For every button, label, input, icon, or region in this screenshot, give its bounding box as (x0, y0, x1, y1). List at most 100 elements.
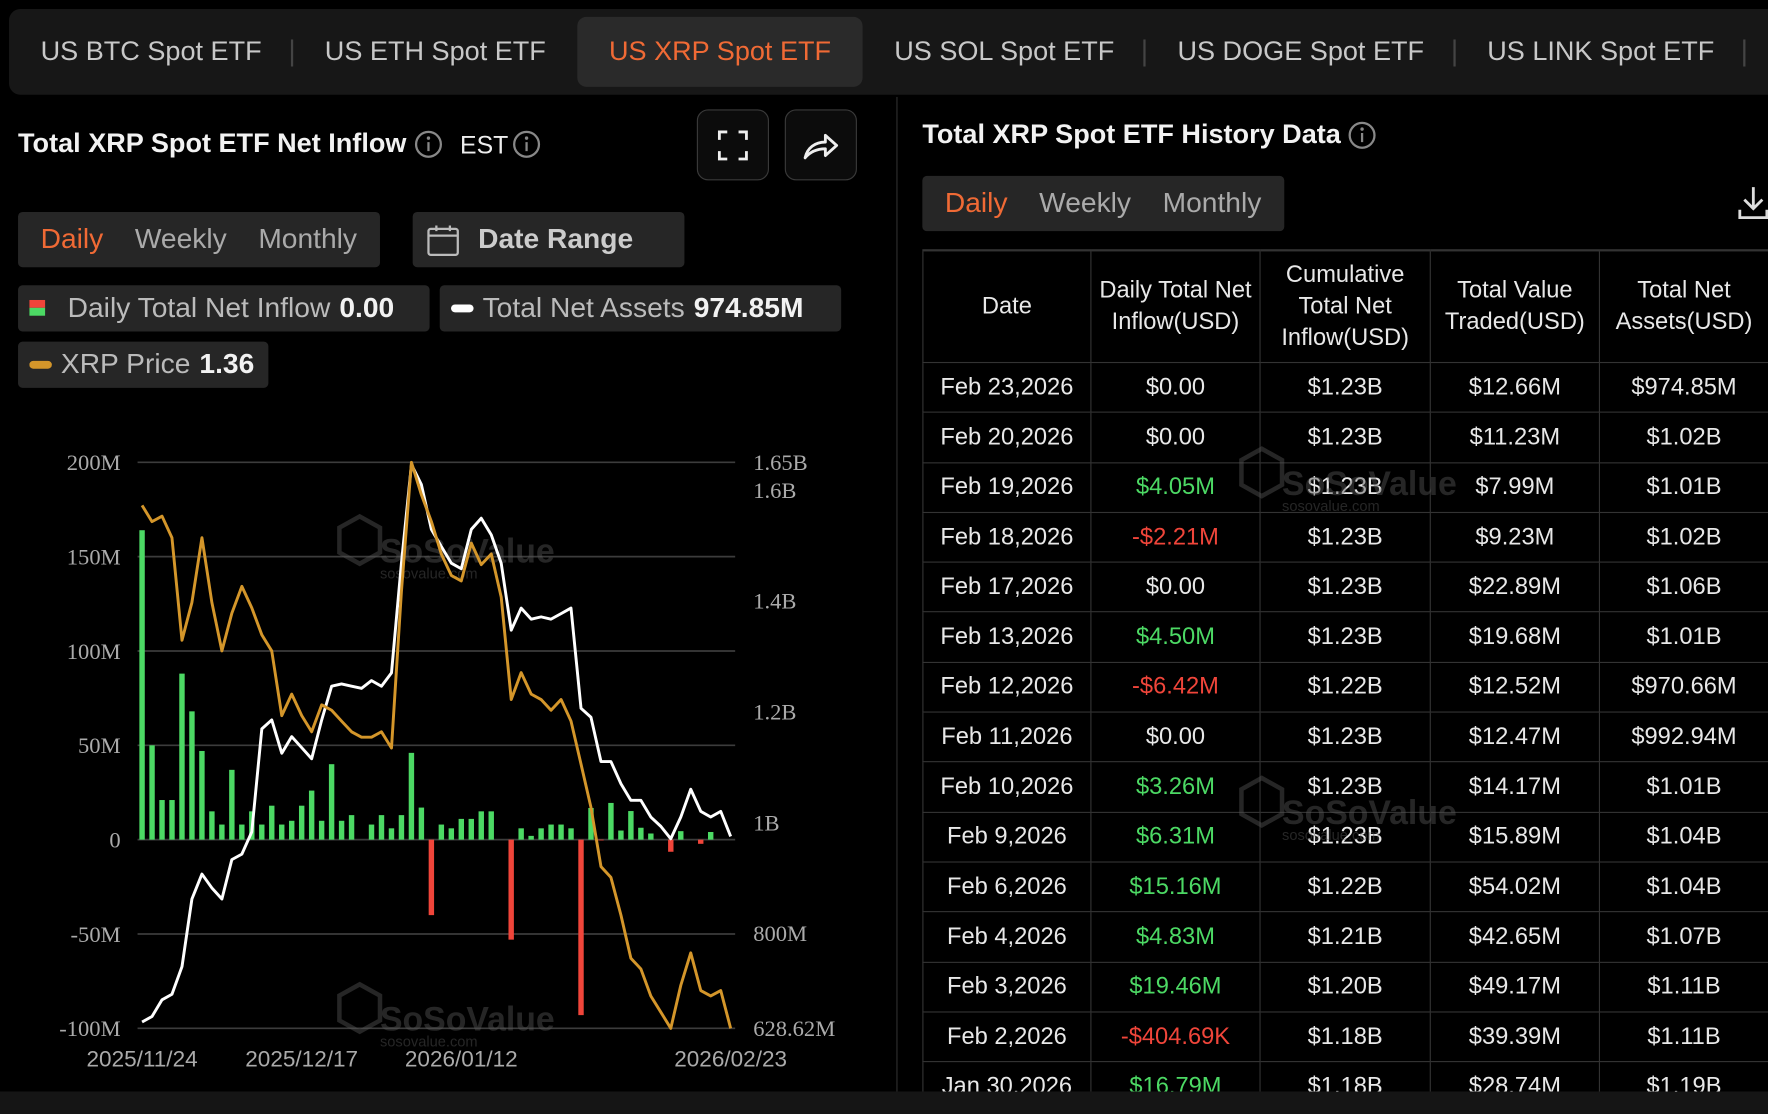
chart: -100M -50M 0 50M 100M 150M 200M 628.62M 800M 1B 1.… (59, 450, 835, 1072)
period-option[interactable]: Weekly (1039, 187, 1132, 219)
bar (298, 805, 305, 840)
table-cell: $1.04B (1598, 811, 1768, 863)
y2-tick-label: 628.62M (753, 1016, 835, 1041)
column-header: Daily Total Net Inflow(USD) (1090, 249, 1261, 364)
column-header: Total Net Assets(USD) (1598, 249, 1768, 364)
bar (259, 824, 265, 840)
legend-item[interactable]: XRP Price 1.36 (18, 341, 269, 388)
bar (408, 752, 415, 840)
y2-tick-label: 1.2B (753, 700, 796, 725)
y-tick-label: 200M (67, 450, 121, 475)
table-cell: $1.23B (1259, 411, 1431, 463)
bar (348, 815, 355, 840)
date-range-button[interactable]: Date Range (412, 211, 685, 268)
bar (229, 769, 235, 840)
chart-title: Total XRP Spot ETF Net Inflow (18, 128, 407, 159)
watermark: SoSoValue (380, 1001, 555, 1039)
bar (438, 824, 445, 840)
share-button[interactable] (784, 109, 857, 181)
y2-tick-label: 1.65B (753, 450, 808, 475)
line (140, 460, 733, 1030)
bar (398, 815, 405, 840)
table-title: Total XRP Spot ETF History Data (922, 119, 1341, 150)
tab[interactable]: US XRP Spot ETF (577, 16, 863, 87)
table-cell: -$2.21M (1090, 511, 1261, 563)
table-cell: Feb 17,2026 (922, 561, 1092, 613)
column-header: Date (922, 249, 1092, 364)
table-cell: Feb 10,2026 (922, 761, 1092, 813)
bar (149, 745, 155, 840)
period-option[interactable]: Daily (944, 187, 1008, 219)
fullscreen-button[interactable] (696, 109, 769, 181)
period-option[interactable]: Monthly (258, 223, 358, 255)
table-row: Feb 9,2026 $6.31M $1.23B $15.89M $1.04B (922, 811, 1768, 863)
bar (179, 673, 185, 840)
period-option[interactable]: Weekly (134, 223, 227, 255)
table-cell: Feb 6,2026 (922, 861, 1092, 913)
bar (338, 820, 345, 840)
table-cell: -$404.69K (1090, 1011, 1261, 1063)
table-cell: $1.11B (1598, 961, 1768, 1013)
table-cell: $12.66M (1429, 361, 1600, 414)
bar (219, 824, 225, 840)
table-cell: $1.11B (1598, 1011, 1768, 1063)
bar (707, 832, 714, 840)
table-row: Feb 2,2026 -$404.69K $1.18B $39.39M $1.11B (922, 1011, 1768, 1063)
bar (318, 820, 325, 840)
table-cell: $1.18B (1259, 1011, 1431, 1063)
info-icon[interactable] (512, 130, 541, 159)
bar (698, 839, 704, 844)
y-tick-label: 150M (67, 545, 121, 570)
table-cell: $4.50M (1090, 611, 1261, 663)
table-cell: $1.06B (1598, 561, 1768, 613)
tab[interactable]: US BTC Spot ETF (9, 17, 294, 87)
bar (239, 824, 245, 840)
tab[interactable]: US LINK Spot ETF (1456, 17, 1747, 87)
bar (378, 815, 385, 840)
table-cell: $15.89M (1429, 811, 1600, 863)
bar (638, 827, 644, 840)
table-row: Feb 12,2026 -$6.42M $1.22B $12.52M $970.66M (922, 661, 1768, 713)
watermark-logo (337, 513, 383, 567)
download-icon[interactable] (1736, 185, 1768, 221)
table-cell: $1.02B (1598, 411, 1768, 463)
bar (448, 828, 455, 840)
tab-bar: US BTC Spot ETF US ETH Spot ETF US XRP Spo… (9, 9, 1768, 95)
tab[interactable]: US ETH Spot ETF (324, 36, 546, 67)
bar (598, 839, 604, 841)
table-cell: $4.83M (1090, 911, 1261, 963)
column-header: Cumulative Total Net Inflow(USD) (1259, 249, 1431, 364)
info-icon[interactable] (1347, 121, 1376, 150)
bar (458, 818, 465, 840)
bar (488, 811, 494, 840)
table-cell: $0.00 (1090, 361, 1261, 414)
period-option[interactable]: Monthly (1162, 187, 1262, 219)
table-cell: $0.00 (1090, 411, 1261, 463)
period-selector: Daily Weekly Monthly (18, 211, 380, 268)
table-row: Feb 10,2026 $3.26M $1.23B $14.17M $1.01B (922, 761, 1768, 813)
tab[interactable]: US DOGE Spot ETF (1146, 17, 1456, 87)
table-cell: $970.66M (1598, 661, 1768, 713)
table-row: Feb 13,2026 $4.50M $1.23B $19.68M $1.01B (922, 611, 1768, 663)
table-header: Date Daily Total Net Inflow(USD) Cumulativ… (922, 249, 1768, 364)
bar (159, 800, 165, 840)
info-icon[interactable] (414, 130, 443, 159)
x-tick-label: 2025/11/24 (86, 1047, 197, 1072)
bar (628, 811, 634, 840)
period-option[interactable]: Daily (40, 223, 104, 255)
bar (528, 835, 534, 840)
table-row: Feb 19,2026 $4.05M $1.23B $7.99M $1.01B (922, 461, 1768, 513)
table-cell: Feb 23,2026 (922, 361, 1092, 414)
tab[interactable]: US SOL Spot ETF (863, 17, 1147, 87)
y2-tick-label: 1.6B (753, 478, 796, 503)
table-cell: Feb 18,2026 (922, 511, 1092, 563)
table-cell: Feb 12,2026 (922, 661, 1092, 713)
table-cell: $54.02M (1429, 861, 1600, 913)
legend-item[interactable]: Total Net Assets 974.85M (439, 285, 842, 332)
legend-item[interactable]: Daily Total Net Inflow 0.00 (18, 285, 430, 332)
table-cell: $1.23B (1259, 761, 1431, 813)
table-cell: $7.99M (1429, 461, 1600, 513)
bar (199, 750, 205, 840)
bar (368, 824, 375, 840)
bar (328, 764, 335, 840)
